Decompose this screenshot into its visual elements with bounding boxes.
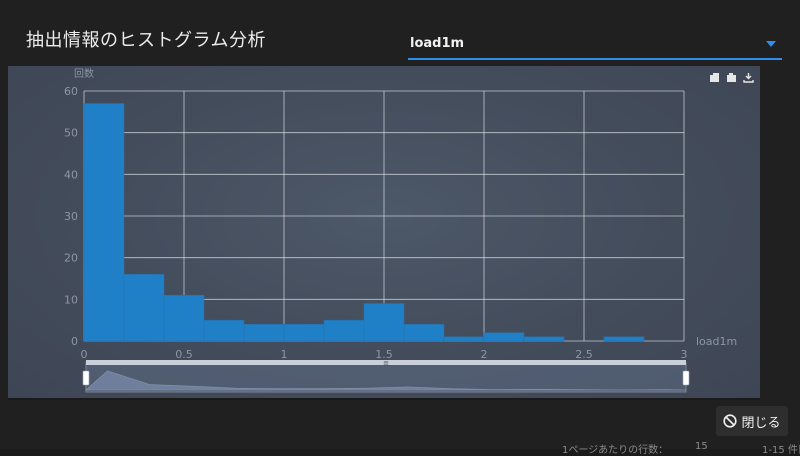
histogram-bar [243,324,285,342]
histogram-chart: 0 10 20 30 40 50 60 0 0.5 1 1.5 2 2.5 3 回数 load1m ≡ [8,66,760,398]
zoom-icon[interactable] [709,72,720,83]
datazoom-top-bar [86,360,686,365]
close-button[interactable]: 閉じる [716,406,788,436]
dialog-footer-divider [8,398,760,400]
y-tick-label: 30 [64,210,78,223]
x-axis-title: load1m [696,335,737,348]
field-select[interactable]: load1m [408,30,782,60]
close-button-label: 閉じる [741,415,781,431]
x-tick-label: 3 [681,348,688,361]
x-tick-label: 0 [81,348,88,361]
histogram-bar [83,103,125,342]
histogram-bar [443,336,485,342]
dialog-title: 抽出情報のヒストグラム分析 [26,30,266,51]
datazoom-drag-handle[interactable]: ≡ [383,359,389,367]
rows-per-page-value[interactable]: 15 [695,441,708,452]
y-tick-label: 20 [64,252,78,265]
histogram-bar [403,324,445,342]
histogram-bar [363,303,405,342]
y-tick-label: 10 [64,293,78,306]
y-tick-label: 50 [64,127,78,140]
ban-icon [723,414,738,428]
zoom-reset-icon[interactable] [726,72,737,83]
chart-svg: 0 10 20 30 40 50 60 0 0.5 1 1.5 2 2.5 3 回数 load1m ≡ [64,67,737,393]
download-icon[interactable] [743,72,754,83]
histogram-bar [603,336,645,342]
histogram-bar [283,324,325,342]
x-tick-label: 1.5 [375,348,393,361]
histogram-bar [163,294,205,342]
x-tick-label: 0.5 [175,348,193,361]
datazoom-right-handle [682,370,690,386]
histogram-bar [523,336,565,342]
x-tick-label: 1 [281,348,288,361]
x-tick-label: 2 [481,348,488,361]
y-tick-label: 60 [64,85,78,98]
histogram-bar [123,274,165,342]
y-axis-title: 回数 [74,67,94,80]
chart-toolbox [709,72,754,83]
datazoom-left-handle [82,370,90,386]
x-tick-label: 2.5 [575,348,593,361]
field-select-value: load1m [410,36,465,51]
chevron-down-icon[interactable] [766,41,776,47]
y-tick-label: 0 [71,335,78,348]
histogram-bar [203,319,245,342]
datazoom-sparkline [84,370,687,391]
histogram-bar [323,319,365,342]
y-tick-label: 40 [64,168,78,181]
histogram-bar [483,332,525,342]
